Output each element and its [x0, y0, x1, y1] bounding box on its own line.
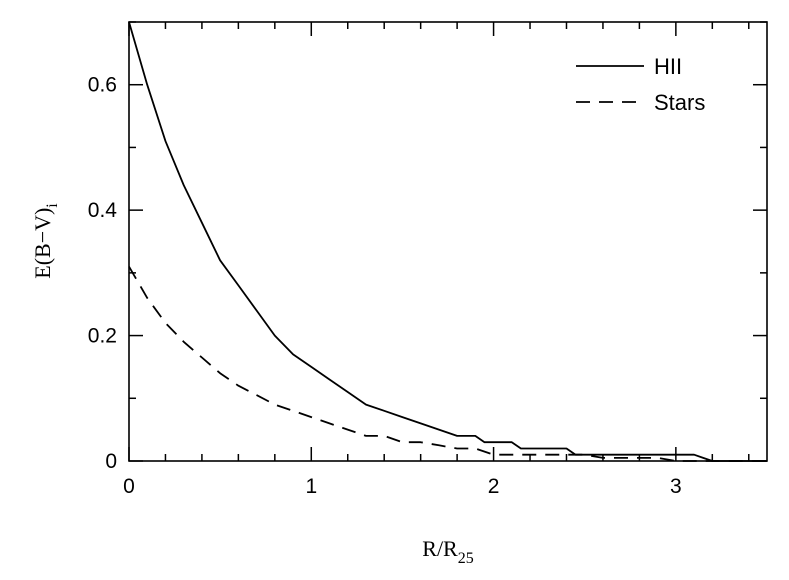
x-axis-label-main: R/R [422, 536, 458, 561]
legend-label-stars: Stars [654, 90, 705, 115]
series-line-hii [128, 21, 767, 462]
x-tick-label: 3 [670, 475, 682, 498]
y-tick-label: 0.2 [88, 325, 117, 348]
y-tick-label: 0 [105, 450, 117, 473]
x-axis-label-subscript: 25 [458, 550, 474, 567]
series-layer [128, 21, 767, 462]
x-tick-label: 0 [123, 475, 135, 498]
legend-label-hii: HII [654, 54, 682, 79]
y-axis-label-subscript: i [44, 203, 61, 208]
y-axis-label-main: E(B−V) [30, 208, 55, 279]
y-axis-label: E(B−V)i [30, 203, 61, 279]
legend: HII Stars [576, 54, 705, 115]
x-axis-label: R/R25 [422, 536, 473, 567]
y-tick-label: 0.6 [88, 74, 117, 97]
x-tick-label: 2 [488, 475, 500, 498]
plot-area-frame [128, 21, 768, 462]
series-line-stars [128, 266, 767, 462]
y-tick-label: 0.4 [88, 199, 118, 222]
x-tick-label: 1 [305, 475, 317, 498]
